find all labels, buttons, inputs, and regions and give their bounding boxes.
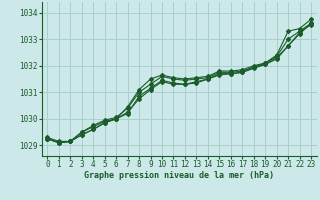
X-axis label: Graphe pression niveau de la mer (hPa): Graphe pression niveau de la mer (hPa) [84, 171, 274, 180]
